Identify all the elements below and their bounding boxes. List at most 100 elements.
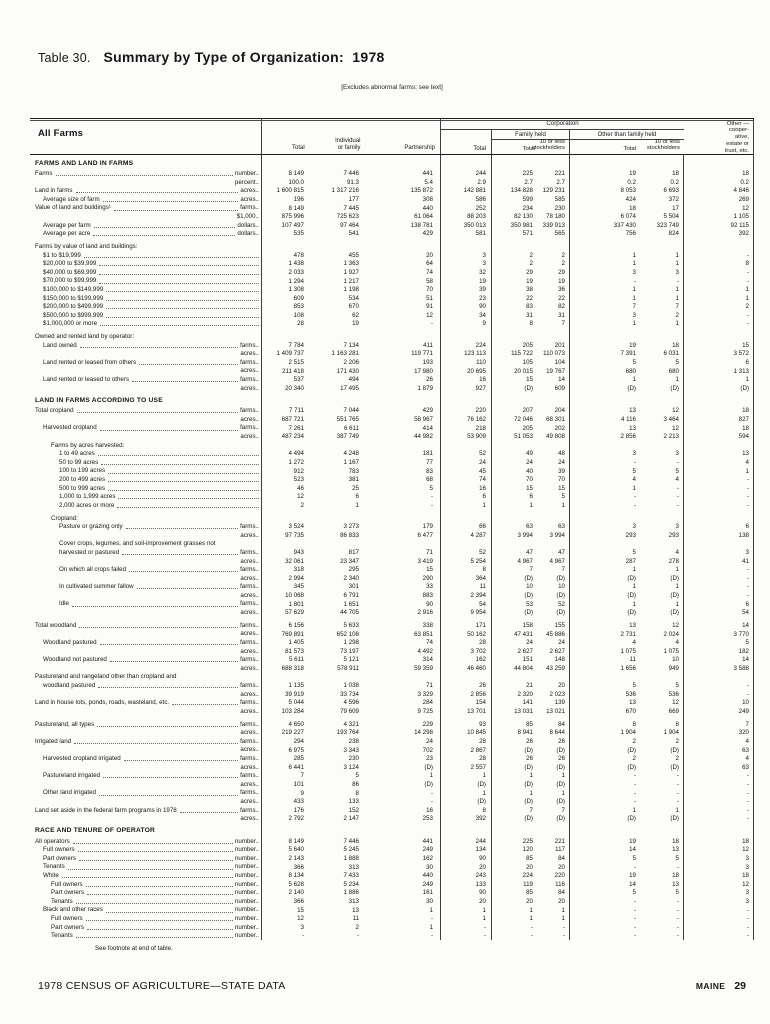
data-cell: 24 <box>526 458 533 466</box>
data-cell: 90 <box>441 853 492 863</box>
data-cell: 1 <box>355 501 359 509</box>
data-cell: - <box>366 500 441 510</box>
row-label-cell: acres.. <box>30 814 262 823</box>
data-cell: 6 693 <box>640 186 684 195</box>
data-cell: 2 792 <box>288 815 304 823</box>
data-cell: 3 <box>684 888 754 897</box>
data-cell: 229 <box>366 719 441 729</box>
data-cell: 28 <box>441 753 492 763</box>
data-cell: 12 <box>640 620 684 630</box>
data-cell: 249 <box>684 706 754 716</box>
data-cell: 3 343 <box>343 746 359 754</box>
data-cell: 381 <box>348 476 359 484</box>
row-label-cell: Average per farm dollars.. <box>30 220 262 230</box>
row-label-cell: Part owners number.. <box>30 853 262 863</box>
col-header-corporation-total: Total <box>441 129 492 154</box>
data-cell: 6 441 <box>288 763 304 771</box>
data-cell: 14 <box>537 375 570 384</box>
data-cell <box>640 672 684 681</box>
data-cell: 1 <box>441 500 492 510</box>
data-cell: 18 <box>684 871 754 880</box>
data-cell: 152 <box>348 806 359 814</box>
data-cell: 1 <box>529 906 533 914</box>
data-cell: 193 <box>366 357 441 367</box>
data-cell: 133 <box>441 879 492 889</box>
data-cell: - <box>684 590 754 600</box>
data-cell: 2 394 <box>441 590 492 600</box>
data-cell <box>366 513 441 523</box>
table-row: Black and other races number.. 15 13 1 1 1 1- - - <box>30 905 754 915</box>
data-cell: 116 <box>537 879 570 889</box>
data-cell: 10 068 <box>285 592 304 600</box>
data-cell <box>366 440 441 450</box>
data-cell: 13 <box>640 879 684 889</box>
data-cell: 20 <box>441 896 492 906</box>
row-label-cell: Idle farms.. <box>30 599 262 609</box>
data-cell: 2 147 <box>343 815 359 823</box>
data-cell: 220 <box>537 871 570 880</box>
data-cell: 308 <box>366 194 441 204</box>
table-row: acres.. 219 227 193 764 14 298 10 845 8 941 8 … <box>30 728 754 737</box>
data-cell: 252 <box>441 203 492 212</box>
data-cell: 85 <box>526 889 533 897</box>
row-label-cell: RACE AND TENURE OF OPERATOR <box>30 822 262 837</box>
data-cell <box>684 327 754 333</box>
table-row: Pasture or grazing only farms.. 3 524 3 273… <box>30 522 754 531</box>
data-cell: 1 <box>640 293 684 303</box>
data-cell: 2 <box>640 753 684 763</box>
data-cell <box>640 715 684 720</box>
data-cell: 3 419 <box>366 556 441 566</box>
data-cell: 2 557 <box>441 762 492 772</box>
data-cell: 1 135 <box>288 682 304 690</box>
other-than-family-header-group: Other than family held Total 10 or less … <box>570 130 684 155</box>
data-cell: 1 <box>684 293 754 303</box>
row-label-cell: Land set aside in the federal farm progr… <box>30 805 262 815</box>
data-cell: 68 301 <box>537 414 570 424</box>
data-cell: 70 <box>366 284 441 294</box>
data-cell: 2 <box>537 250 570 260</box>
row-label-cell: Harvested cropland farms.. <box>30 423 262 432</box>
data-cell: 523 <box>293 476 304 484</box>
table-row: $100,000 to $149,999 1 308 1 198 70 39 38 36 1 1… <box>30 284 754 294</box>
data-cell: 63 <box>526 523 533 531</box>
data-cell: 4 287 <box>441 530 492 540</box>
data-cell: 45 886 <box>537 629 570 639</box>
data-cell: 1 <box>529 772 533 780</box>
data-cell: 62 <box>352 311 359 319</box>
data-cell: 238 <box>348 737 359 745</box>
data-cell: 6 791 <box>343 592 359 600</box>
data-cell: - <box>684 771 754 780</box>
data-cell: 123 113 <box>441 349 492 358</box>
data-cell: 15 <box>366 565 441 574</box>
data-cell: - <box>684 267 754 277</box>
row-label-cell: Land rented or leased to others farms.. <box>30 375 262 384</box>
data-cell: 7 446 <box>343 837 359 845</box>
data-cell: 949 <box>640 663 684 673</box>
data-cell: 2 140 <box>288 889 304 897</box>
data-cell: 201 <box>537 340 570 350</box>
table-row: 1,000 to 1,999 acres 12 6-6 6 5- - - <box>30 492 754 501</box>
data-cell: (D) <box>627 592 636 600</box>
data-cell: - <box>684 922 754 932</box>
table-row: acres.. 211 418 171 430 17 980 20 695 20 015 1… <box>30 366 754 376</box>
data-cell: 0.2 <box>640 177 684 187</box>
data-cell: 4 846 <box>684 186 754 195</box>
data-cell: 139 <box>537 698 570 707</box>
data-cell: 5 <box>640 466 684 475</box>
data-cell: 83 <box>526 303 533 311</box>
data-cell: - <box>684 914 754 923</box>
data-cell: 3 464 <box>640 414 684 424</box>
data-cell: 585 <box>537 194 570 204</box>
other-than-family-subcolumns: Total 10 or less stockholders <box>570 139 684 155</box>
data-cell: 17 980 <box>366 366 441 376</box>
data-cell: 441 <box>366 836 441 846</box>
data-cell: 1 <box>632 806 636 814</box>
data-cell: 19 <box>537 276 570 285</box>
data-cell: 318 <box>293 566 304 574</box>
family-held-subcolumns: Total 10 or less stockholders <box>492 139 569 155</box>
data-cell: 2 867 <box>441 745 492 754</box>
data-cell: - <box>684 483 754 493</box>
data-cell: - <box>684 681 754 690</box>
data-cell: 13 <box>352 906 359 914</box>
